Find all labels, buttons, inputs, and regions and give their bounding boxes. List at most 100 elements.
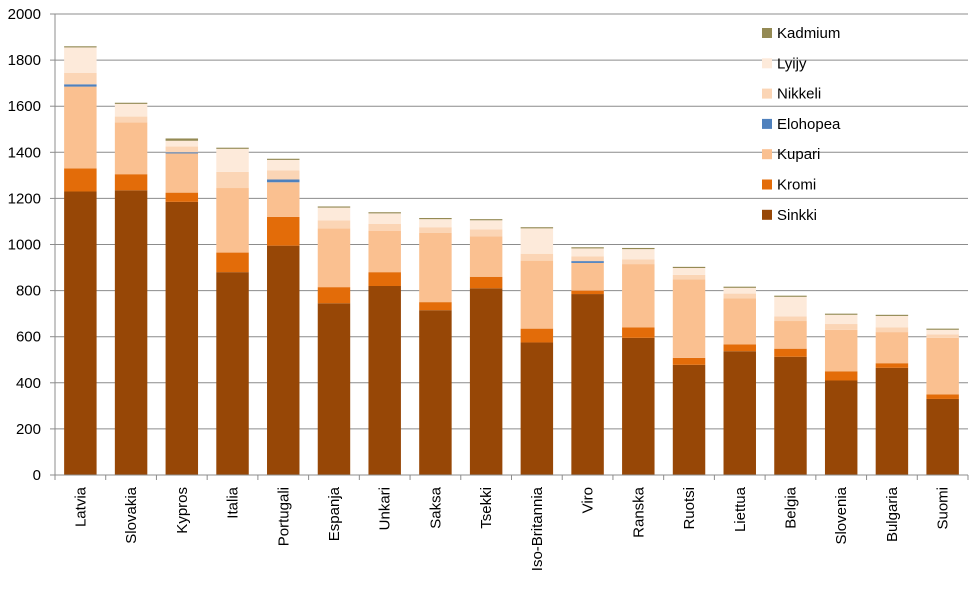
bar-segment-nikkeli: [723, 293, 756, 299]
bar-segment-kupari: [64, 86, 97, 169]
x-category-label: Suomi: [935, 487, 952, 530]
bar-segment-lyijy: [571, 248, 604, 257]
y-tick-label: 1600: [8, 98, 41, 115]
bar-segment-kromi: [926, 394, 959, 399]
y-tick-label: 1000: [8, 237, 41, 254]
bar-segment-sinkki: [622, 337, 655, 475]
y-tick-label: 600: [16, 329, 41, 346]
bar-segment-kupari: [368, 230, 401, 273]
bar-segment-nikkeli: [469, 229, 503, 237]
bar-segment-nikkeli: [368, 223, 401, 231]
bar-segment-kromi: [165, 192, 199, 202]
bar-segment-kromi: [672, 357, 706, 365]
x-category-label: Slovenia: [833, 486, 850, 544]
x-category-label: Viro: [580, 487, 597, 513]
y-tick-label: 400: [16, 375, 41, 392]
legend-swatch-sinkki: [762, 209, 772, 220]
bar-segment-kupari: [571, 262, 604, 291]
bar-segment-lyijy: [165, 140, 199, 147]
bar-segment-kromi: [520, 328, 554, 343]
legend-swatch-elohopea: [762, 118, 772, 129]
bar-segment-elohopea: [165, 152, 199, 154]
bar-segment-kromi: [774, 348, 807, 357]
bar-segment-kromi: [469, 276, 503, 289]
bar-segment-lyijy: [114, 103, 148, 117]
bar-segment-nikkeli: [267, 170, 300, 180]
y-tick-label: 1800: [8, 52, 41, 69]
bar-segment-kadmium: [114, 102, 148, 104]
bar-segment-nikkeli: [165, 146, 199, 153]
x-category-label: Saksa: [427, 486, 444, 528]
y-tick-label: 800: [16, 283, 41, 300]
bar-segment-sinkki: [926, 398, 959, 475]
x-category-label: Ranska: [630, 486, 647, 538]
x-category-label: Ruotsi: [681, 487, 698, 530]
x-category-label: Unkari: [377, 487, 394, 530]
bar-segment-kadmium: [926, 328, 959, 330]
bar-segment-nikkeli: [774, 316, 807, 322]
bar-segment-lyijy: [723, 287, 756, 294]
bar-segment-kupari: [317, 228, 351, 288]
bar-segment-lyijy: [824, 314, 858, 325]
bar-segment-kupari: [824, 329, 858, 372]
legend-label-sinkki: Sinkki: [777, 207, 817, 224]
bar-segment-sinkki: [672, 364, 706, 475]
bar-segment-lyijy: [64, 47, 97, 73]
x-category-label: Espanja: [326, 486, 343, 541]
bar-segment-nikkeli: [824, 324, 858, 330]
bar-segment-lyijy: [267, 159, 300, 171]
bar-segment-nikkeli: [875, 327, 909, 333]
bar-segment-kadmium: [622, 247, 655, 250]
bar-segment-lyijy: [368, 213, 401, 224]
bar-segment-lyijy: [672, 268, 706, 275]
y-axis: 0 200 400 600 800 1000 1200 1400 1600 1800 2000: [8, 6, 56, 484]
bar-segment-sinkki: [267, 245, 300, 475]
bar-segment-kupari: [216, 188, 249, 253]
bar-segment-kadmium: [875, 314, 909, 316]
legend-swatch-kadmium: [762, 28, 772, 38]
bar-segment-nikkeli: [419, 227, 452, 233]
bar-segment-kupari: [114, 122, 148, 175]
bar-segment-sinkki: [165, 201, 199, 476]
bar-segment-kadmium: [165, 138, 199, 141]
bar-segment-elohopea: [64, 84, 97, 87]
bar-segment-nikkeli: [317, 220, 351, 229]
bar-segment-kromi: [824, 371, 858, 381]
x-category-label: Slovakia: [123, 486, 140, 543]
bar-segment-kromi: [267, 216, 300, 246]
bar-segment-lyijy: [317, 207, 351, 221]
bar-segment-kadmium: [774, 295, 807, 297]
legend-swatch-lyijy: [762, 58, 772, 69]
bar-segment-lyijy: [875, 315, 909, 328]
bar-segment-lyijy: [774, 296, 807, 317]
bar-segment-kadmium: [469, 219, 503, 221]
bar-segment-sinkki: [419, 310, 452, 475]
bar-segment-lyijy: [926, 329, 959, 335]
x-category-label: Tsekki: [478, 487, 495, 529]
legend-swatch-kromi: [762, 179, 772, 190]
legend-label-elohopea: Elohopea: [777, 116, 841, 133]
bar-segment-kromi: [622, 327, 655, 338]
bar-segment-kadmium: [520, 227, 554, 229]
bar-segment-sinkki: [520, 342, 554, 475]
bar-segment-kromi: [368, 272, 401, 286]
bar-segment-kromi: [64, 168, 97, 192]
bar-segment-kupari: [622, 264, 655, 328]
bar-segment-kromi: [419, 302, 452, 311]
x-category-label: Bulgaria: [884, 486, 901, 542]
bar-segment-lyijy: [469, 220, 503, 230]
bar-segment-sinkki: [571, 294, 604, 475]
bar-segment-sinkki: [114, 190, 148, 475]
bar-segment-kromi: [216, 252, 249, 273]
bar-segment-nikkeli: [114, 116, 148, 123]
legend-label-kupari: Kupari: [777, 146, 820, 163]
y-tick-label: 0: [33, 467, 41, 484]
bar-segment-kadmium: [571, 247, 604, 249]
bar-segment-sinkki: [824, 380, 858, 475]
bar-segment-sinkki: [216, 272, 249, 475]
x-category-label: Iso-Britannia: [529, 486, 546, 571]
legend-label-lyijy: Lyijy: [777, 55, 807, 72]
bar-segment-kadmium: [64, 46, 97, 48]
bar-segment-kadmium: [824, 313, 858, 315]
x-axis: Latvia Slovakia Kypros Italia Portugali Espan…: [54, 474, 969, 571]
